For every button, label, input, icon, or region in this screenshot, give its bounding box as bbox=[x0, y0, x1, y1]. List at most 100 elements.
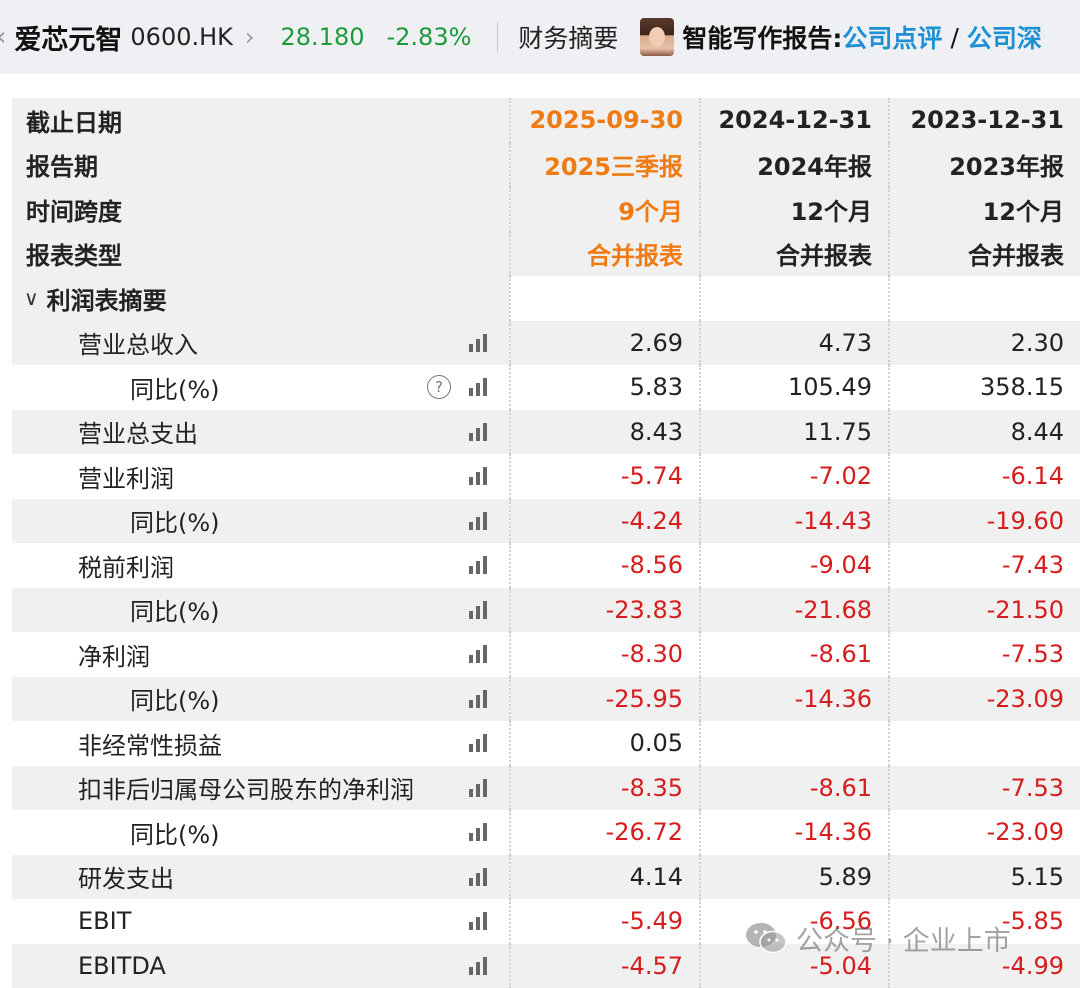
row-label: 扣非后归属母公司股东的净利润 bbox=[12, 766, 509, 811]
value-cell: -8.30 bbox=[509, 632, 699, 677]
collapse-caret-icon[interactable]: ∨ bbox=[24, 286, 39, 310]
value-cell: -7.53 bbox=[888, 766, 1080, 811]
value-cell: -21.68 bbox=[699, 588, 888, 633]
row-label-text: 营业总收入 bbox=[78, 325, 198, 360]
value-cell: -21.50 bbox=[888, 588, 1080, 633]
value-cell: -7.53 bbox=[888, 632, 1080, 677]
header-label: 时间跨度 bbox=[12, 187, 509, 232]
value-cell: 2.69 bbox=[509, 321, 699, 366]
company-review-link[interactable]: 公司点评 bbox=[842, 19, 942, 55]
value-cell: -14.36 bbox=[699, 810, 888, 855]
row-label-text: 营业总支出 bbox=[78, 414, 198, 449]
row-label: 同比(%) bbox=[12, 588, 509, 633]
bar-chart-icon[interactable] bbox=[467, 733, 491, 753]
empty-cell bbox=[888, 276, 1080, 321]
value-cell: -4.24 bbox=[509, 499, 699, 544]
value-cell: -23.83 bbox=[509, 588, 699, 633]
table-header-row: 报表类型合并报表合并报表合并报表 bbox=[12, 232, 1080, 277]
value-cell: -7.43 bbox=[888, 543, 1080, 588]
table-row: 同比(%)-25.95-14.36-23.09 bbox=[12, 677, 1080, 722]
value-cell: -23.09 bbox=[888, 810, 1080, 855]
bar-chart-icon[interactable] bbox=[467, 466, 491, 486]
section-row-income-statement[interactable]: ∨ 利润表摘要 bbox=[12, 276, 1080, 321]
bar-chart-icon[interactable] bbox=[467, 867, 491, 887]
bar-chart-icon[interactable] bbox=[467, 511, 491, 531]
header-value: 12个月 bbox=[699, 187, 888, 232]
row-label-text: 同比(%) bbox=[130, 681, 220, 716]
empty-cell bbox=[509, 276, 699, 321]
header-value: 2023年报 bbox=[888, 143, 1080, 188]
chevron-right-icon[interactable]: › bbox=[245, 23, 255, 51]
bar-chart-icon[interactable] bbox=[467, 422, 491, 442]
value-cell: -8.61 bbox=[699, 632, 888, 677]
link-separator: / bbox=[950, 23, 958, 52]
row-label: 研发支出 bbox=[12, 855, 509, 900]
row-label-text: EBIT bbox=[78, 907, 131, 935]
company-deep-link[interactable]: 公司深 bbox=[967, 19, 1042, 55]
ai-avatar-icon[interactable] bbox=[640, 18, 674, 56]
header-value: 合并报表 bbox=[509, 232, 699, 277]
row-label: EBITDA bbox=[12, 944, 509, 988]
table-row: 同比(%)-26.72-14.36-23.09 bbox=[12, 810, 1080, 855]
stock-code[interactable]: 0600.HK bbox=[130, 23, 233, 51]
value-cell bbox=[888, 721, 1080, 766]
header-label: 报表类型 bbox=[12, 232, 509, 277]
value-cell: -7.02 bbox=[699, 454, 888, 499]
row-label: 营业总支出 bbox=[12, 410, 509, 455]
value-cell: 105.49 bbox=[699, 365, 888, 410]
row-label-text: 同比(%) bbox=[130, 503, 220, 538]
row-label-text: 净利润 bbox=[78, 637, 150, 672]
row-label: 同比(%) bbox=[12, 499, 509, 544]
bar-chart-icon[interactable] bbox=[467, 600, 491, 620]
section-title: 财务摘要 bbox=[518, 19, 618, 55]
bar-chart-icon[interactable] bbox=[467, 333, 491, 353]
bar-chart-icon[interactable] bbox=[467, 689, 491, 709]
value-cell: 5.89 bbox=[699, 855, 888, 900]
bar-chart-icon[interactable] bbox=[467, 822, 491, 842]
row-label-text: 同比(%) bbox=[130, 370, 220, 405]
header-value: 合并报表 bbox=[699, 232, 888, 277]
row-label: 同比(%)? bbox=[12, 365, 509, 410]
header-value: 2025-09-30 bbox=[509, 98, 699, 143]
section-label[interactable]: ∨ 利润表摘要 bbox=[12, 276, 509, 321]
value-cell bbox=[699, 721, 888, 766]
value-cell: -25.95 bbox=[509, 677, 699, 722]
watermark: 公众号 · 企业上市 bbox=[744, 918, 1011, 958]
value-cell: -14.36 bbox=[699, 677, 888, 722]
value-cell: -8.61 bbox=[699, 766, 888, 811]
value-cell: -8.56 bbox=[509, 543, 699, 588]
stock-name[interactable]: 爱芯元智 bbox=[14, 18, 122, 57]
bar-chart-icon[interactable] bbox=[467, 956, 491, 976]
row-label: 非经常性损益 bbox=[12, 721, 509, 766]
value-cell: 5.83 bbox=[509, 365, 699, 410]
row-label: 净利润 bbox=[12, 632, 509, 677]
row-label: 税前利润 bbox=[12, 543, 509, 588]
bar-chart-icon[interactable] bbox=[467, 555, 491, 575]
help-circle-icon[interactable]: ? bbox=[427, 375, 451, 399]
value-cell: 4.14 bbox=[509, 855, 699, 900]
bar-chart-icon[interactable] bbox=[467, 778, 491, 798]
value-cell: -4.57 bbox=[509, 944, 699, 988]
bar-chart-icon[interactable] bbox=[467, 377, 491, 397]
header-divider bbox=[497, 22, 498, 52]
value-cell: 8.44 bbox=[888, 410, 1080, 455]
value-cell: -8.35 bbox=[509, 766, 699, 811]
row-label-text: 同比(%) bbox=[130, 815, 220, 850]
value-cell: -9.04 bbox=[699, 543, 888, 588]
back-chevron-icon[interactable]: ‹ bbox=[0, 22, 6, 52]
bar-chart-icon[interactable] bbox=[467, 644, 491, 664]
row-label: 同比(%) bbox=[12, 810, 509, 855]
section-title-text: 利润表摘要 bbox=[47, 281, 167, 316]
table-row: 同比(%)-4.24-14.43-19.60 bbox=[12, 499, 1080, 544]
bar-chart-icon[interactable] bbox=[467, 911, 491, 931]
value-cell: -14.43 bbox=[699, 499, 888, 544]
row-label-text: 税前利润 bbox=[78, 548, 174, 583]
row-label-text: 扣非后归属母公司股东的净利润 bbox=[78, 770, 414, 805]
